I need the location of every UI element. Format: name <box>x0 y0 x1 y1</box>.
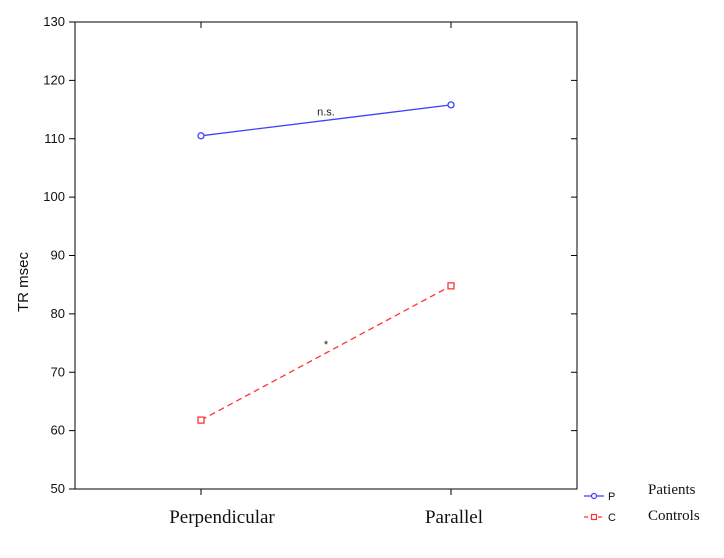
y-axis: 50 60 70 80 90 100 110 120 130 <box>43 14 577 496</box>
data-point <box>447 101 455 109</box>
data-point <box>447 282 455 290</box>
legend: P Patients C Controls <box>584 482 700 524</box>
data-point <box>197 132 205 140</box>
data-point <box>197 416 205 424</box>
y-tick-label: 90 <box>51 248 65 263</box>
y-tick-label: 60 <box>51 423 65 438</box>
x-axis: Perpendicular Parallel <box>169 22 483 528</box>
series-line <box>200 285 452 421</box>
legend-code: C <box>608 512 616 524</box>
y-axis-title: TR msec <box>15 252 32 313</box>
legend-code: P <box>608 491 615 503</box>
legend-item-patients: P Patients <box>584 482 696 503</box>
significance-annotation: n.s. <box>317 106 335 118</box>
series-layer: n.s. * <box>197 101 455 424</box>
series-controls: * <box>197 282 455 424</box>
significance-annotation: * <box>324 339 329 351</box>
series-line <box>200 104 452 137</box>
x-category-label: Perpendicular <box>169 507 275 528</box>
legend-swatch-marker <box>590 492 598 500</box>
x-category-label: Parallel <box>425 507 483 528</box>
legend-label: Controls <box>648 508 700 524</box>
y-tick-label: 100 <box>43 189 65 204</box>
y-tick-label: 50 <box>51 481 65 496</box>
legend-label: Patients <box>648 482 696 498</box>
y-tick-label: 110 <box>44 131 65 146</box>
y-tick-label: 130 <box>43 14 65 29</box>
plot-area <box>74 21 578 490</box>
legend-swatch-marker <box>590 513 598 521</box>
y-tick-label: 120 <box>43 72 65 87</box>
y-tick-label: 80 <box>51 306 65 321</box>
series-patients: n.s. <box>197 101 455 140</box>
legend-item-controls: C Controls <box>584 508 700 524</box>
y-tick-label: 70 <box>51 364 65 379</box>
